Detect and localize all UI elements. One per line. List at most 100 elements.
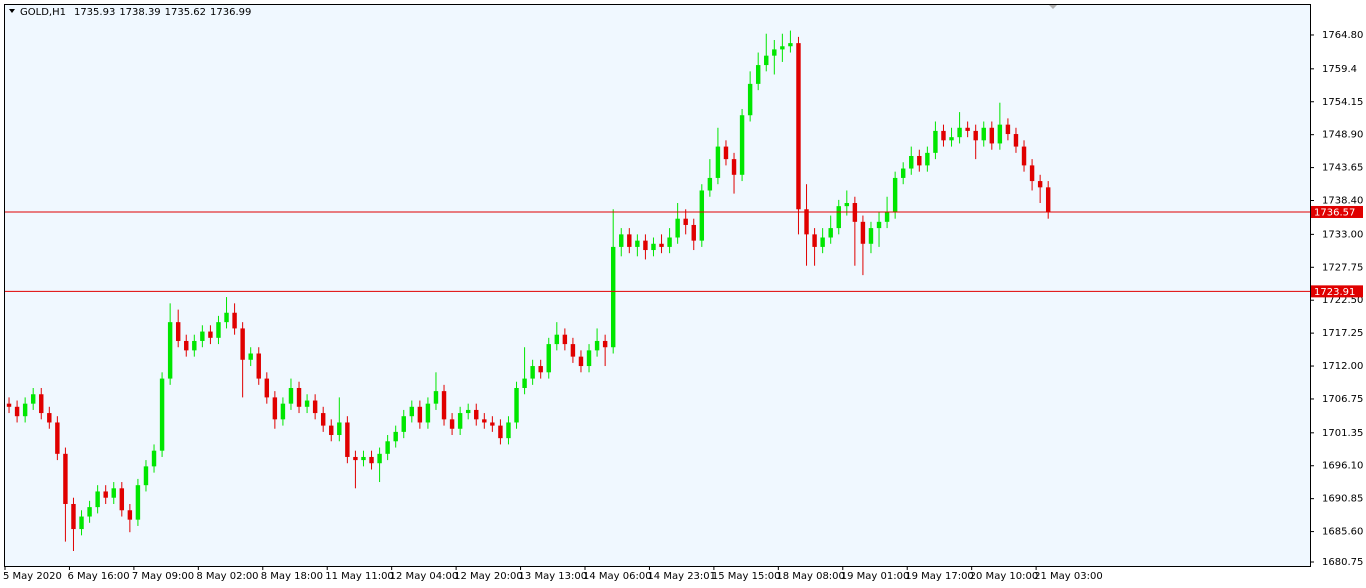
candle-body [667,237,672,247]
candle-body [288,387,294,404]
y-tick-label: 1680.75 [1322,557,1363,568]
candle-body [79,516,84,530]
candle-body [377,453,382,464]
candle-body [184,340,189,351]
candle-body [538,366,543,373]
menu-arrow[interactable] [9,9,15,13]
candle-body [248,353,253,360]
x-tick-label: 8 May 18:00 [261,571,323,582]
candle-body [14,406,20,417]
candle-body [884,212,890,222]
candle-body [95,491,100,508]
x-tick-label: 5 May 2020 [3,571,62,582]
candle-body [900,168,906,178]
y-tick-label: 1685.60 [1322,527,1363,538]
candle-body [933,130,938,153]
x-tick-label: 14 May 06:00 [583,571,652,582]
candle-body [135,485,141,520]
candle-body [22,403,28,417]
candle-body [780,46,785,50]
candle-body [820,237,825,247]
y-tick-label: 1754.15 [1322,97,1363,108]
y-tick-label: 1712.00 [1322,361,1363,372]
x-tick-label: 19 May 01:00 [841,571,910,582]
candle-body [167,322,173,379]
candle-body [272,397,278,420]
shift-marker [1049,5,1057,9]
candle-body [602,340,608,348]
candle-body [216,322,221,338]
x-tick-label: 20 May 10:00 [970,571,1039,582]
candle-body [119,488,125,511]
candle-body [474,409,479,420]
candle-body [836,206,841,229]
x-tick-label: 14 May 23:01 [647,571,716,582]
candle-body [87,507,92,517]
candle-body [949,137,954,141]
x-tick-label: 6 May 16:00 [67,571,129,582]
candle-body [409,406,415,417]
quote-close: 1736.99 [210,7,251,18]
candle-body [723,146,729,160]
candle-body [796,43,801,210]
candle-body [224,312,229,323]
candle-body [892,177,898,213]
candle-body [240,328,245,360]
candle-body [337,422,342,436]
candle-body [192,340,197,351]
candle-body [699,190,705,241]
candle-body [635,240,640,247]
candle-body [385,441,390,454]
y-tick-label: 1696.10 [1322,461,1363,472]
y-tick-label: 1701.35 [1322,428,1363,439]
x-tick-label: 12 May 20:00 [454,571,523,582]
chart-header: GOLD,H1 1735.93 1738.39 1735.62 1736.99 [20,7,251,18]
candle-body [457,413,463,429]
candle-body [159,378,165,451]
candle-body [1013,134,1019,147]
candle-body [965,127,970,131]
candle-body [1045,187,1051,213]
candle-body [844,203,850,207]
candle-body [345,422,350,457]
candle-body [433,391,439,404]
candle-body [304,400,310,407]
candle-body [1005,124,1011,135]
x-tick-label: 11 May 11:00 [325,571,394,582]
symbol: GOLD,H1 [20,7,66,18]
candle-body [498,425,503,439]
candle-body [329,425,334,436]
candle-body [788,43,793,47]
candle-body [6,403,12,407]
candle-body [764,55,769,66]
candle-body [425,403,431,423]
candle-body [39,394,44,414]
candle-body [490,422,495,426]
candle-body [1029,165,1035,182]
candle-body [909,155,914,169]
y-tick-label: 1759.4 [1322,64,1357,75]
candle-body [506,422,511,439]
candle-body [804,209,809,235]
plot-area [4,4,1311,567]
candle-body [280,403,286,420]
candle-body [755,65,761,84]
candle-body [989,127,995,144]
x-tick-label: 7 May 09:00 [132,571,194,582]
candle-body [208,331,213,338]
candle-body [828,228,833,238]
candle-body [812,234,817,247]
y-tick-label: 1690.85 [1322,494,1363,505]
candle-body [707,177,713,191]
candle-body [860,221,866,244]
candle-body [683,218,688,225]
candle-body [981,127,986,141]
candle-body [659,243,664,247]
y-tick-label: 1722.50 [1322,295,1363,306]
x-tick-label: 13 May 13:00 [519,571,588,582]
candle-body [361,456,366,461]
candle-body [675,218,680,238]
candle-body [1037,181,1043,188]
candle-body [71,503,76,530]
